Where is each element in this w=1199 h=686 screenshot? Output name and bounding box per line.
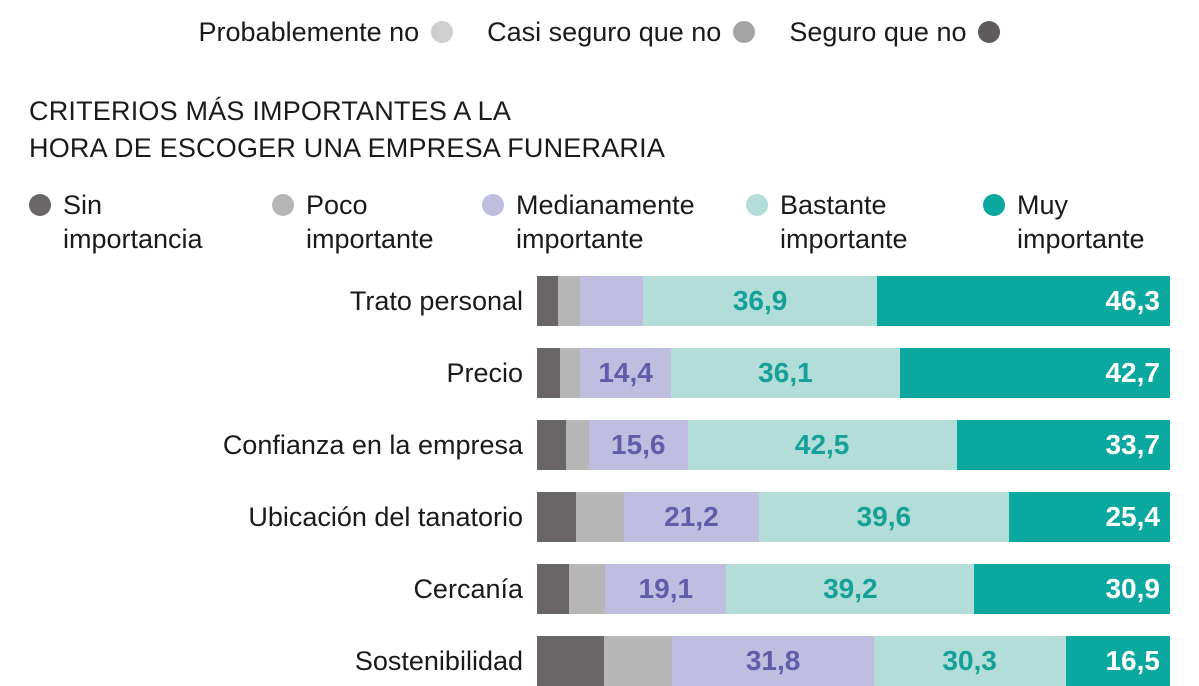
data-label: 36,1 <box>758 357 813 388</box>
bar-segment: 30,9 <box>974 564 1170 614</box>
legend-label-line: importante <box>780 224 908 254</box>
legend-item-muy-importante: Muy importante <box>983 188 1145 256</box>
bar-segment: 46,3 <box>876 276 1170 326</box>
top-legend-label: Probablemente no <box>198 16 420 47</box>
bar-segment: 31,8 <box>672 636 874 686</box>
data-label: 42,7 <box>1105 357 1160 388</box>
bar-segment <box>537 276 558 326</box>
legend-item-sin-importancia: Sin importancia <box>29 188 203 256</box>
legend-dot-icon <box>29 194 51 216</box>
data-label: 15,6 <box>611 429 666 460</box>
bar-segment: 39,6 <box>758 492 1010 542</box>
top-legend-label: Casi seguro que no <box>487 16 722 47</box>
legend-label-line: importancia <box>63 224 203 254</box>
bar-segment <box>576 492 625 542</box>
legend-label-line: Poco <box>306 190 368 220</box>
category-label: Ubicación del tanatorio <box>248 502 523 532</box>
data-label: 31,8 <box>745 645 801 676</box>
bar-segment: 33,7 <box>956 420 1170 470</box>
data-label: 30,3 <box>942 645 997 676</box>
bar-segment <box>580 276 644 326</box>
data-label: 21,2 <box>664 501 719 532</box>
bar-segment: 42,5 <box>687 420 957 470</box>
legend-item-poco-importante: Poco importante <box>272 188 434 256</box>
legend-dot-icon <box>272 194 294 216</box>
bar-segment <box>559 348 581 398</box>
data-label: 16,5 <box>1105 645 1160 676</box>
legend-dot-icon <box>431 21 454 43</box>
chart-title: CRITERIOS MÁS IMPORTANTES A LA HORA DE E… <box>29 93 665 167</box>
bar-row: 31,8 30,3 16,5 <box>537 636 1170 686</box>
data-label: 36,9 <box>732 285 788 316</box>
legend-dot-icon <box>978 21 1001 43</box>
bar-segment: 25,4 <box>1009 492 1170 542</box>
top-legend-item-probablemente-no: Probablemente no <box>199 17 454 48</box>
bar-segment <box>537 636 605 686</box>
top-legend-label: Seguro que no <box>789 16 967 47</box>
bar-segment: 30,3 <box>873 636 1066 686</box>
category-label: Sostenibilidad <box>354 646 523 676</box>
legend-label-line: importante <box>516 224 644 254</box>
data-label: 25,4 <box>1105 501 1160 532</box>
data-label: 14,4 <box>598 357 653 388</box>
bar-segment: 16,5 <box>1065 636 1170 686</box>
top-legend-item-casi-seguro-que-no: Casi seguro que no <box>487 16 756 48</box>
category-label: Trato personal <box>349 286 523 316</box>
legend-item-bastante-importante: Bastante importante <box>746 188 908 256</box>
series-legend: Sin importancia Poco importante Medianam… <box>0 188 1199 258</box>
legend-label-line: Medianamente <box>516 190 695 220</box>
bar-segment <box>537 420 567 470</box>
bar-row: 15,6 42,5 33,7 <box>537 420 1170 470</box>
legend-dot-icon <box>482 194 504 216</box>
bar-row: 19,1 39,2 30,9 <box>537 564 1170 614</box>
bar-segment <box>537 564 570 614</box>
data-label: 39,6 <box>856 501 912 532</box>
legend-label-line: importante <box>306 224 434 254</box>
bar-segment: 15,6 <box>588 420 688 470</box>
category-label: Confianza en la empresa <box>222 430 523 460</box>
bar-segment <box>566 420 589 470</box>
bar-segment <box>537 348 560 398</box>
legend-label-line: importante <box>1017 224 1145 254</box>
bar-segment <box>569 564 606 614</box>
data-label: 46,3 <box>1105 285 1160 316</box>
legend-dot-icon <box>983 194 1005 216</box>
bar-segment: 36,1 <box>671 348 900 398</box>
legend-label-line: Sin <box>63 190 103 220</box>
bar-segment: 14,4 <box>580 348 672 398</box>
bar-segment: 42,7 <box>899 348 1170 398</box>
bar-segment: 39,2 <box>726 564 975 614</box>
legend-label-line: Bastante <box>780 190 887 220</box>
data-label: 30,9 <box>1105 573 1160 604</box>
bar-segment: 19,1 <box>605 564 727 614</box>
legend-dot-icon <box>746 194 768 216</box>
chart-title-line-1: CRITERIOS MÁS IMPORTANTES A LA <box>29 96 512 126</box>
bar-segment: 36,9 <box>643 276 877 326</box>
legend-label-line: Muy <box>1017 190 1069 220</box>
data-label: 39,2 <box>823 573 878 604</box>
bar-row: 14,4 36,1 42,7 <box>537 348 1170 398</box>
bar-segment <box>557 276 581 326</box>
legend-item-medianamente-importante: Medianamente importante <box>482 188 695 256</box>
category-label: Cercanía <box>413 574 523 604</box>
data-label: 19,1 <box>638 573 694 604</box>
bar-segment <box>604 636 673 686</box>
category-label: Precio <box>446 358 523 388</box>
bar-segment: 21,2 <box>624 492 759 542</box>
data-label: 42,5 <box>794 429 850 460</box>
top-legend: Probablemente no Casi seguro que no Segu… <box>0 12 1199 52</box>
top-legend-item-seguro-que-no: Seguro que no <box>789 16 1001 48</box>
chart-title-line-2: HORA DE ESCOGER UNA EMPRESA FUNERARIA <box>29 133 666 163</box>
bar-row: 21,2 39,6 25,4 <box>537 492 1170 542</box>
legend-dot-icon <box>733 21 756 43</box>
bar-row: 36,9 46,3 <box>537 276 1170 326</box>
bar-segment <box>537 492 577 542</box>
data-label: 33,7 <box>1105 429 1160 460</box>
